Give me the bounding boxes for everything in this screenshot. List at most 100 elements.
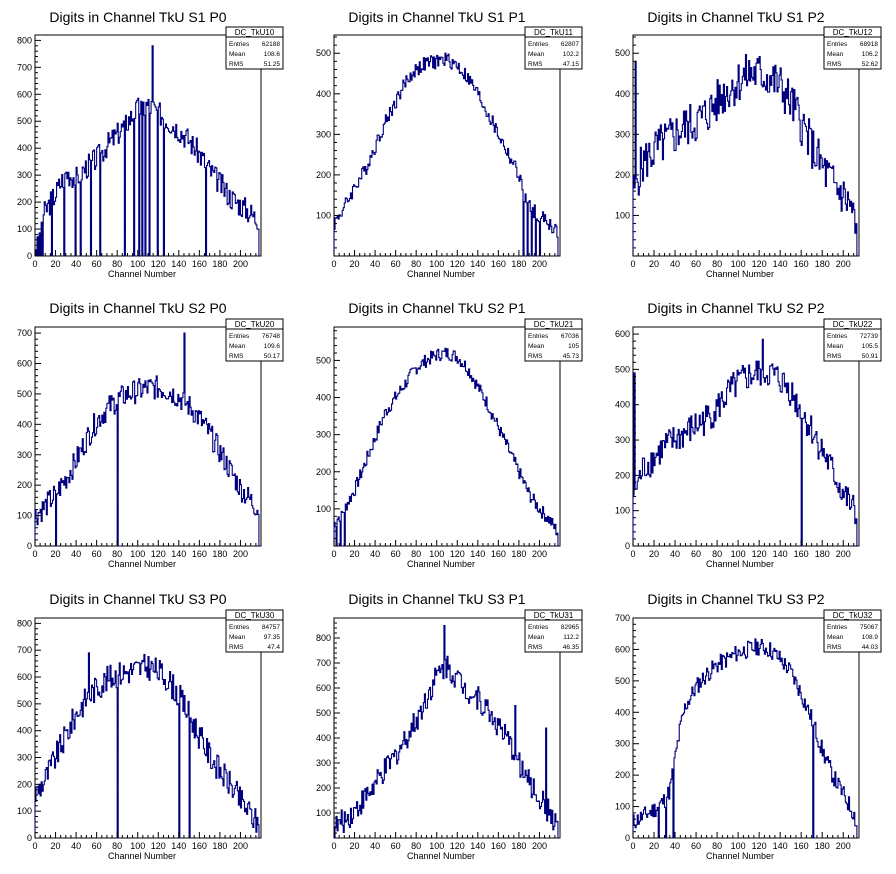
- stats-value: 44.03: [862, 644, 879, 651]
- x-tick-label: 80: [712, 259, 722, 269]
- plot-frame: [632, 34, 860, 257]
- stats-label: Entries: [528, 41, 549, 48]
- stats-box-name: DC_TkU30: [235, 611, 275, 620]
- x-tick-label: 140: [470, 549, 485, 559]
- y-tick-label: 100: [615, 506, 630, 516]
- y-tick-label: 500: [17, 389, 32, 399]
- stats-box-name: DC_TkU32: [833, 611, 873, 620]
- y-tick-label: 300: [17, 170, 32, 180]
- x-tick-label: 60: [92, 841, 102, 851]
- stats-label: Entries: [827, 41, 848, 48]
- x-tick-label: 160: [794, 549, 809, 559]
- stats-label: Mean: [827, 343, 844, 350]
- stats-box: DC_TkU21 Entries 67036 Mean 105 RMS 45.73: [524, 318, 583, 362]
- x-tick-label: 140: [171, 549, 186, 559]
- x-tick-label: 180: [511, 259, 526, 269]
- stats-value: 67036: [561, 333, 579, 340]
- x-tick-label: 140: [171, 841, 186, 851]
- x-tick-label: 160: [192, 259, 207, 269]
- y-tick-label: 200: [17, 779, 32, 789]
- x-tick-label: 40: [370, 549, 380, 559]
- histogram-panel: Digits in Channel TkU S3 P0 0 20 40 60 80 100 1…: [17, 591, 284, 861]
- x-tick-label: 40: [370, 841, 380, 851]
- chart-title: Digits in Channel TkU S3 P0: [49, 591, 226, 607]
- x-axis-title: Channel Number: [108, 269, 176, 279]
- stats-box-frame: [524, 318, 583, 362]
- y-tick-label: 0: [625, 833, 630, 843]
- x-tick-label: 120: [151, 259, 166, 269]
- y-tick-label: 200: [316, 467, 331, 477]
- stats-value: 76748: [262, 333, 280, 340]
- histogram-panel: Digits in Channel TkU S1 P0 0 20 40 60 80 100 1…: [17, 9, 284, 279]
- y-tick-label: 500: [615, 48, 630, 58]
- y-tick-label: 400: [17, 419, 32, 429]
- stats-value: 62807: [561, 41, 579, 48]
- x-tick-label: 80: [411, 259, 421, 269]
- x-tick-label: 0: [331, 259, 336, 269]
- stats-value: 52.62: [862, 61, 879, 68]
- stats-value: 109.6: [264, 343, 281, 350]
- y-tick-label: 200: [17, 480, 32, 490]
- stats-box-frame: [823, 318, 882, 362]
- x-tick-label: 160: [491, 841, 506, 851]
- x-tick-label: 120: [450, 259, 465, 269]
- y-tick-label: 500: [17, 116, 32, 126]
- stats-label: Entries: [528, 624, 549, 631]
- stats-value: 45.73: [563, 353, 580, 360]
- stats-value: 106.2: [862, 51, 879, 58]
- histogram-panel: Digits in Channel TkU S2 P2 0 20 40 60 80 100 1…: [615, 300, 882, 569]
- y-tick-label: 400: [615, 707, 630, 717]
- x-tick-label: 120: [151, 549, 166, 559]
- stats-value: 47.15: [563, 61, 580, 68]
- x-axis-title: Channel Number: [706, 851, 774, 861]
- y-tick-label: 300: [17, 753, 32, 763]
- x-tick-label: 160: [491, 549, 506, 559]
- x-axis-title: Channel Number: [407, 269, 475, 279]
- y-tick-label: 100: [17, 806, 32, 816]
- stats-box-name: DC_TkU12: [833, 28, 873, 37]
- x-tick-label: 200: [836, 549, 851, 559]
- y-tick-label: 600: [615, 329, 630, 339]
- x-tick-label: 100: [731, 549, 746, 559]
- x-tick-label: 0: [32, 549, 37, 559]
- x-tick-label: 140: [171, 259, 186, 269]
- histogram-line: [334, 624, 559, 839]
- x-tick-label: 80: [112, 841, 122, 851]
- x-tick-label: 200: [836, 841, 851, 851]
- y-tick-label: 600: [316, 683, 331, 693]
- chart-title: Digits in Channel TkU S2 P1: [348, 300, 525, 316]
- y-tick-label: 100: [316, 808, 331, 818]
- x-tick-label: 200: [233, 549, 248, 559]
- y-tick-label: 400: [17, 143, 32, 153]
- chart-title: Digits in Channel TkU S1 P0: [49, 9, 226, 25]
- y-tick-label: 500: [316, 355, 331, 365]
- stats-box-name: DC_TkU20: [235, 320, 275, 329]
- y-tick-label: 300: [17, 450, 32, 460]
- x-tick-label: 20: [649, 259, 659, 269]
- x-axis-title: Channel Number: [407, 559, 475, 569]
- x-tick-label: 100: [429, 549, 444, 559]
- y-tick-label: 800: [17, 35, 32, 45]
- stats-value: 72739: [860, 333, 878, 340]
- y-tick-label: 500: [316, 48, 331, 58]
- x-tick-label: 140: [773, 259, 788, 269]
- x-tick-label: 40: [670, 259, 680, 269]
- stats-box: DC_TkU32 Entries 75067 Mean 108.9 RMS 44.03: [823, 609, 882, 653]
- histogram-line: [34, 332, 260, 547]
- x-tick-label: 60: [691, 549, 701, 559]
- stats-label: Entries: [827, 333, 848, 340]
- y-tick-label: 700: [17, 645, 32, 655]
- x-tick-label: 0: [32, 259, 37, 269]
- x-tick-label: 60: [391, 259, 401, 269]
- stats-label: Mean: [827, 634, 844, 641]
- stats-label: RMS: [528, 353, 543, 360]
- stats-value: 82965: [561, 624, 579, 631]
- stats-label: Mean: [229, 343, 246, 350]
- x-tick-label: 20: [350, 841, 360, 851]
- x-tick-label: 20: [649, 841, 659, 851]
- histogram-panel: Digits in Channel TkU S1 P1 0 20 40 60 80 100 1…: [316, 9, 583, 279]
- histogram-line: [34, 45, 260, 257]
- stats-box-name: DC_TkU31: [534, 611, 574, 620]
- y-tick-label: 100: [316, 210, 331, 220]
